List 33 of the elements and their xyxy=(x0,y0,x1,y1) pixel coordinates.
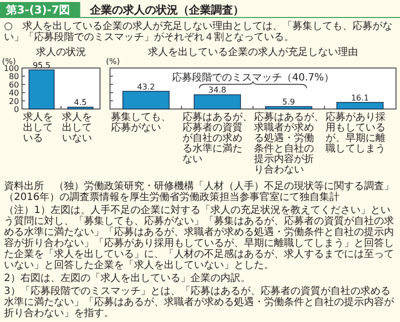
text: 3）「応募段階でのミスマッチ」とは、「応募はあるが、応募者の資質が自社の求める水準に満たない」「応募はあるが、求職者が求める処遇・労働条件と自社の提示内容が折り合わない」を指す。 xyxy=(4,285,395,319)
x-tick-label: 応募はあるが、応募者の資質が自社の求める水準に満たない xyxy=(182,111,252,165)
text: 第3-(3)-7図 xyxy=(5,4,70,16)
y-tick-label: 100 xyxy=(4,64,19,73)
y-tick-label: 0 xyxy=(14,105,19,114)
text: 2）右図は、左図の「求人を出している」企業の内訳。 xyxy=(4,272,250,284)
y-tick-label: 60 xyxy=(8,80,19,90)
bar xyxy=(194,94,241,110)
x-tick-label: 求人を出していない xyxy=(62,111,92,144)
y-tick-label: 80 xyxy=(8,72,19,82)
text: 資料出所 （独）労働政策研究・研修機構「人材（人手）不足の現状等に関する調査」（2016年）の調査票情報を厚生労働省労働政策担当参事官室にて独自集計 xyxy=(4,180,394,203)
x-tick-label: 求人を出している xyxy=(23,111,53,144)
bar xyxy=(122,90,170,110)
data-label: 5.9 xyxy=(282,98,296,107)
bar xyxy=(336,102,384,110)
bar xyxy=(265,106,312,110)
chart-title: 求人の状況 xyxy=(36,46,86,58)
x-tick-label: 応募はあるが、求職者が求める処遇・労働条件と自社の提示内容が折り合わない xyxy=(254,111,324,176)
text: （注）1）左図は、人手不足の企業に対する「求人の充足状況を教えてください」という質問に対し、「募集しても、応募がない」「募集はあるが、応募者の資質が自社の求める水準に満たない」「応募はあるが、求職者が求める処遇・労働条件と自社の提示内容が折り合わない」「応募があり採用もしているが、早期に離職してしまう」と回答した企業を「求人を出している」に、「人材の不足感はあるが、求人するまでには至っていない」と回答した企業を「求人を出していない」とした。 xyxy=(4,204,394,271)
y-tick-label: 40 xyxy=(8,88,19,98)
y-tick-label: 20 xyxy=(8,96,19,106)
data-label: 4.5 xyxy=(74,98,87,108)
x-tick-label: 応募があり採用もしているが、早期に離職してしまう xyxy=(326,111,386,154)
text: ○ 求人を出している企業の求人が充足しない理由としては、「募集しても、応募がない」「応募段階でのミスマッチ」がそれぞれ４割となっている。 xyxy=(4,20,393,43)
text: 企業の求人の状況（企業調査） xyxy=(89,4,244,16)
y-axis-title: (%) xyxy=(106,57,120,66)
data-label: 16.1 xyxy=(351,93,369,102)
annotation: 応募段階でのミスマッチ（40.7%） xyxy=(172,71,334,84)
y-axis-title: (%) xyxy=(2,57,16,66)
x-tick-label: 募集しても、応募がない xyxy=(111,111,171,134)
data-label: 34.8 xyxy=(208,86,226,95)
data-label: 43.2 xyxy=(137,82,155,92)
chart-title: 求人を出している企業の求人が充足しない理由 xyxy=(148,46,358,58)
